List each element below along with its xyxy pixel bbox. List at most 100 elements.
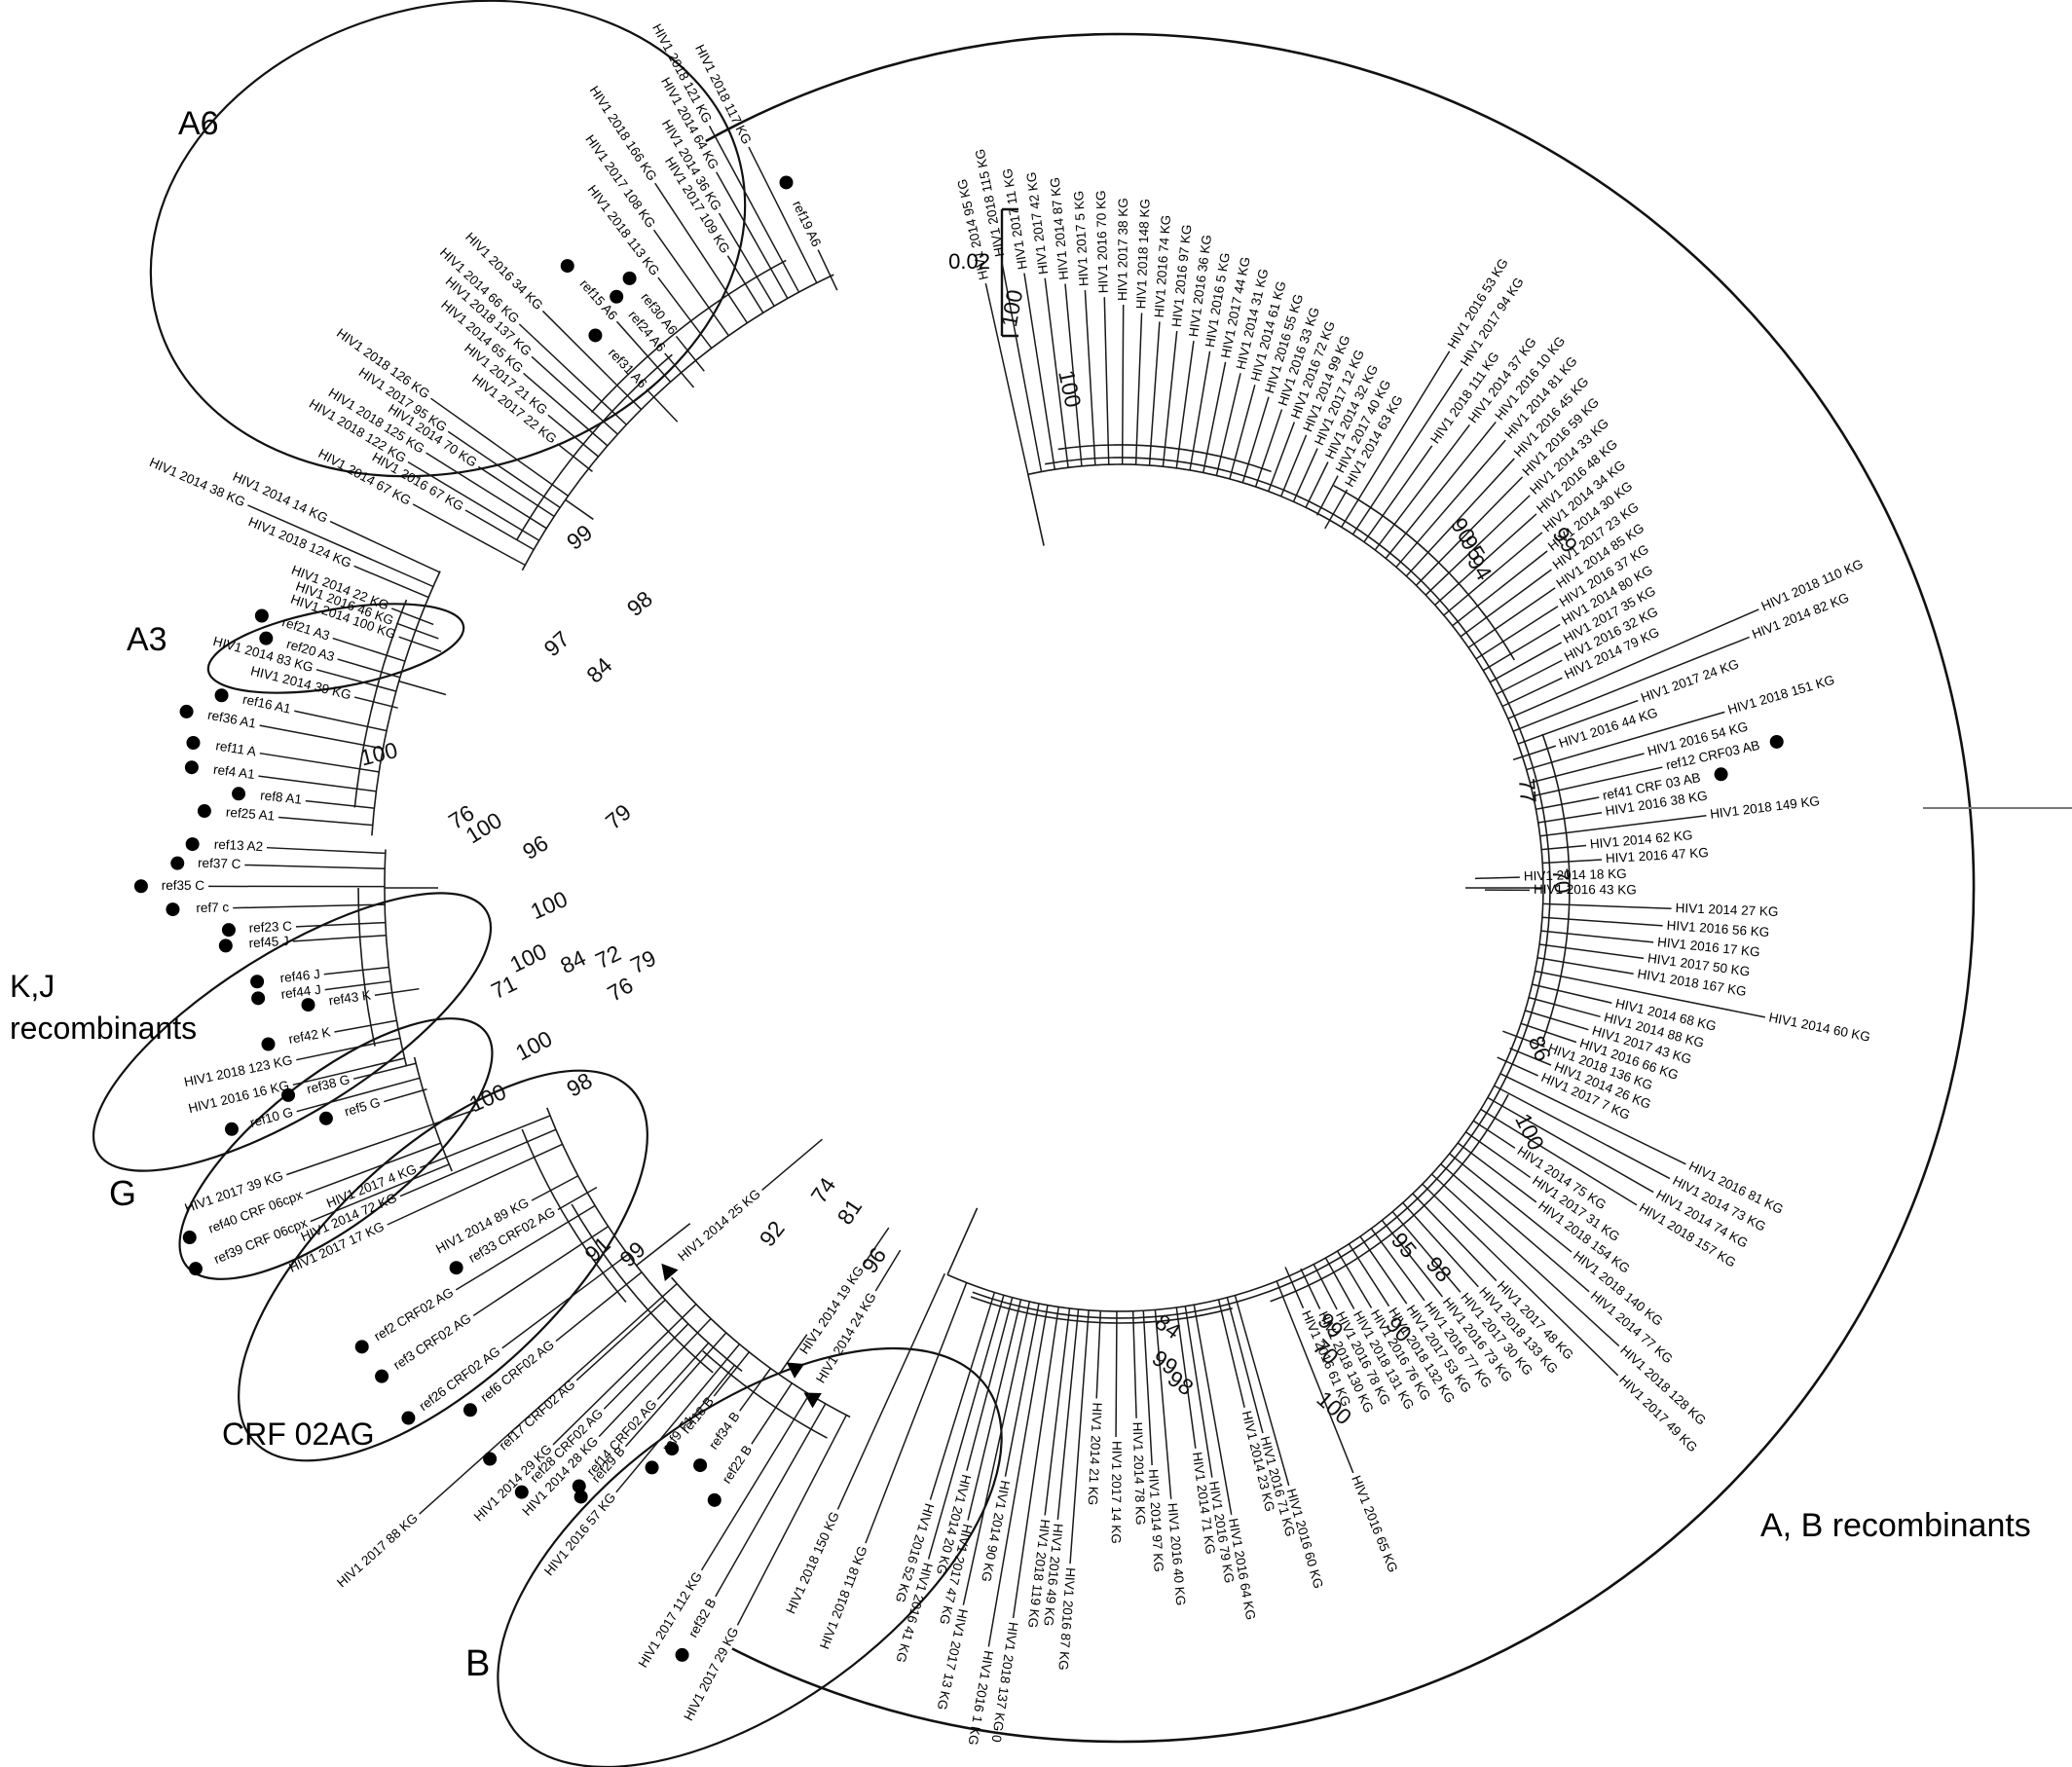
reference-strain-dot-marker: [214, 688, 229, 703]
taxon-branch: [748, 146, 818, 283]
taxon-branch: [1482, 623, 1561, 672]
bootstrap-value: 81: [832, 1195, 867, 1230]
taxon-branch: [305, 799, 375, 809]
taxon-branch: [1509, 1047, 1552, 1066]
taxon-label: HIV1 2018 151 KG: [1726, 673, 1836, 718]
taxon-branch: [1535, 970, 1765, 1018]
taxon-branch: [1348, 1243, 1390, 1307]
taxon-branch: [286, 1123, 434, 1176]
taxon-branch: [278, 816, 373, 827]
taxon-branch: [1472, 1120, 1516, 1149]
taxon-branch: [472, 1226, 610, 1316]
taxon-branch: [1215, 373, 1241, 476]
taxon-label: HIV1 2016 70 KG: [1093, 190, 1111, 293]
tree-stem: [946, 1207, 979, 1275]
taxon-branch: [1313, 1264, 1338, 1310]
bootstrap-value: 84: [581, 652, 617, 688]
tree-inner-arc: [670, 1276, 851, 1418]
reference-strain-dot-marker: [779, 175, 794, 190]
taxon-label: ref35 C: [162, 878, 205, 893]
taxon-branch: [1512, 745, 1557, 761]
taxon-branch: [1142, 1310, 1153, 1466]
reference-strain-dot-marker: [645, 1460, 659, 1475]
taxon-branch: [646, 388, 679, 423]
tree-inner-arc: [357, 887, 376, 1047]
taxon-label: HIV1 2018 166 KG: [587, 84, 660, 184]
taxon-branch: [1507, 608, 1759, 719]
taxon-label: ref37 C: [198, 856, 241, 871]
bootstrap-value: 86: [1524, 1032, 1557, 1064]
cluster-label-crf02ag: CRF 02AG: [222, 1417, 375, 1452]
taxon-branch: [1341, 350, 1451, 528]
taxon-branch: [1267, 422, 1296, 492]
reference-strain-dot-marker: [185, 837, 200, 852]
tree-stem: [636, 1223, 691, 1267]
reference-strain-dot-marker: [1769, 734, 1784, 749]
reference-strain-dot-marker: [170, 856, 185, 870]
taxon-branch: [1279, 434, 1308, 497]
taxon-branch: [929, 1292, 996, 1500]
taxon-branch: [337, 658, 401, 679]
taxon-branch: [1184, 1306, 1213, 1478]
taxon-branch: [1315, 475, 1339, 516]
tree-inner-arc: [972, 457, 1551, 1319]
taxon-branch: [1292, 448, 1318, 502]
taxon-branch: [654, 182, 749, 324]
reference-strain-dot-marker: [401, 1411, 416, 1425]
reference-strain-dot-marker: [354, 1340, 369, 1354]
taxon-branch: [1305, 461, 1329, 508]
bootstrap-value: 76: [603, 972, 637, 1006]
taxon-branch: [1324, 489, 1349, 530]
reference-strain-dot-marker: [218, 939, 233, 953]
taxon-branch: [426, 452, 547, 530]
reference-strain-dot-marker: [449, 1261, 463, 1275]
taxon-branch: [1217, 1299, 1245, 1409]
taxon-branch: [1541, 844, 1587, 851]
reference-strain-dot-marker: [254, 608, 269, 623]
taxon-label: HIV1 2018 148 KG: [1133, 199, 1152, 310]
taxon-branch: [1422, 1183, 1619, 1377]
taxon-branch: [244, 864, 386, 869]
cluster-label-ab-recombinants: A, B recombinants: [1760, 1507, 2031, 1544]
taxon-branch: [1148, 321, 1161, 466]
taxon-branch: [984, 282, 1029, 475]
taxon-branch: [656, 1342, 710, 1400]
taxon-branch: [1520, 1022, 1577, 1044]
taxon-label: ref11 A: [215, 738, 258, 758]
taxon-label: HIV1 2014 97 KG: [1146, 1469, 1166, 1573]
taxon-branch: [615, 1344, 741, 1493]
taxon-branch: [1467, 587, 1556, 648]
taxon-branch: [1359, 1235, 1408, 1305]
taxon-label: HIV1 2014 60 KG: [1767, 1010, 1871, 1044]
taxon-label: HIV1 2017 14 KG: [1109, 1441, 1125, 1544]
taxon-branch: [966, 1297, 1014, 1471]
reference-strain-dot-marker: [251, 991, 266, 1006]
taxon-branch: [1324, 1257, 1355, 1309]
tree-inner-arc: [546, 1107, 743, 1373]
taxon-branch: [395, 622, 439, 640]
taxon-branch: [1336, 1250, 1373, 1308]
taxon-branch: [1474, 876, 1520, 880]
reference-strain-dot-marker: [166, 902, 180, 917]
taxon-branch: [1512, 636, 1750, 732]
taxon-branch: [353, 696, 398, 709]
taxon-branch: [1542, 859, 1603, 865]
taxon-label: ref22 B: [720, 1443, 756, 1487]
reference-strain-dot-marker: [622, 271, 637, 285]
taxon-label: HIV1 2014 18 KG: [1524, 866, 1627, 884]
cluster-label-g: G: [109, 1173, 137, 1213]
taxon-branch: [739, 1368, 772, 1412]
bootstrap-value: 100: [996, 287, 1027, 328]
taxon-branch: [374, 987, 420, 996]
taxon-branch: [575, 1299, 666, 1381]
taxon-branch: [987, 1305, 1049, 1647]
taxon-branch: [1539, 814, 1707, 837]
taxon-label: ref43 K: [328, 987, 372, 1008]
taxon-label: HIV1 2017 88 KG: [334, 1511, 421, 1591]
taxon-branch: [1494, 1085, 1671, 1180]
taxon-label: HIV1 2016 43 KG: [1534, 882, 1637, 898]
taxon-branch: [1430, 1173, 1620, 1347]
taxon-branch: [556, 443, 593, 472]
taxon-branch: [1162, 330, 1178, 467]
bootstrap-value: 100: [506, 939, 551, 977]
